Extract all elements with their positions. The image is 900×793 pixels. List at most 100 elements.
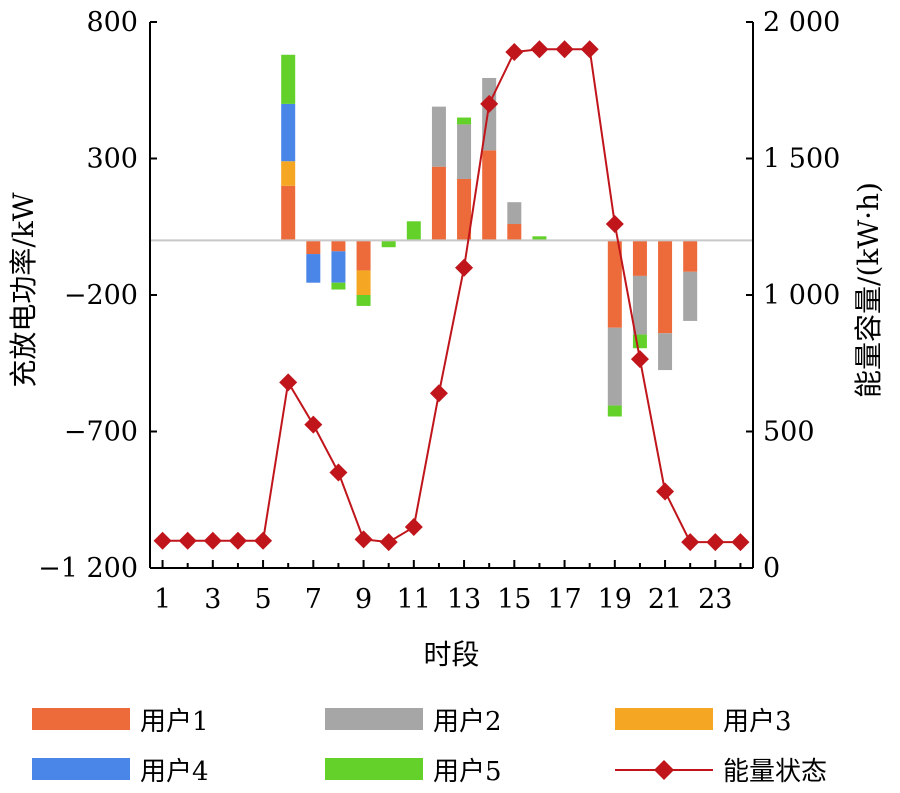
bar-user2-t19 — [607, 327, 622, 406]
bar-user5-t16 — [532, 236, 547, 241]
legend-user4: 用户4 — [32, 757, 209, 787]
bar-user4-t6 — [281, 103, 296, 162]
left-y-tick-label: −1 200 — [38, 553, 138, 584]
right-y-tick-label: 2 000 — [763, 7, 840, 38]
right-y-axis-title: 能量容量/(kW·h) — [852, 182, 885, 398]
x-tick-label: 23 — [698, 584, 732, 615]
legend-user2: 用户2 — [325, 707, 502, 737]
energy-marker-t5 — [254, 531, 273, 550]
legend-user3-label: 用户3 — [723, 707, 792, 737]
bar-user2-t13 — [457, 124, 472, 179]
legend-user4-swatch — [32, 758, 130, 780]
energy-marker-t4 — [228, 531, 247, 550]
bar-user1-t15 — [507, 224, 522, 241]
left-y-tick-label: −200 — [64, 280, 138, 311]
energy-marker-t8 — [329, 463, 348, 482]
bar-user1-t22 — [683, 240, 698, 272]
bar-user1-t13 — [457, 178, 472, 241]
energy-marker-t18 — [580, 40, 599, 59]
ticks-layer: 800 300 −200 −700 −1 200 2 000 1 500 1 000 500 0 1… — [38, 7, 840, 615]
legend-user2-label: 用户2 — [433, 707, 502, 737]
bar-user5-t10 — [381, 240, 396, 248]
x-tick-label: 7 — [305, 584, 322, 615]
x-tick-label: 5 — [254, 584, 271, 615]
energy-marker-t10 — [379, 533, 398, 552]
legend-user3: 用户3 — [615, 707, 792, 737]
x-tick-label: 19 — [598, 584, 632, 615]
energy-line-layer — [153, 40, 750, 552]
legend-user5-label: 用户5 — [433, 757, 502, 787]
bar-user2-t15 — [507, 202, 522, 225]
x-tick-label: 17 — [547, 584, 581, 615]
bars-layer — [281, 54, 698, 417]
bar-user4-t7 — [306, 254, 321, 283]
x-tick-label: 11 — [397, 584, 431, 615]
energy-marker-t20 — [630, 350, 649, 369]
energy-marker-t16 — [530, 40, 549, 59]
right-y-tick-label: 0 — [763, 553, 780, 584]
legend: 用户1 用户2 用户3 用户4 用户5 能量状态 — [32, 707, 827, 787]
bar-user5-t13 — [457, 117, 472, 125]
right-y-tick-label: 1 000 — [763, 280, 840, 311]
legend-energy-state-label: 能量状态 — [723, 757, 827, 787]
legend-user3-swatch — [615, 708, 713, 730]
energy-marker-t7 — [304, 415, 323, 434]
bar-user5-t19 — [607, 405, 622, 417]
legend-energy-state-swatch-marker — [654, 760, 674, 780]
energy-marker-t23 — [706, 533, 725, 552]
energy-marker-t2 — [178, 531, 197, 550]
energy-marker-t17 — [555, 40, 574, 59]
bar-user2-t20 — [632, 275, 647, 335]
bar-user2-t21 — [658, 333, 673, 371]
bar-user1-t14 — [482, 150, 497, 241]
legend-user4-label: 用户4 — [140, 757, 209, 787]
left-y-tick-label: 800 — [86, 7, 138, 38]
legend-user5: 用户5 — [325, 757, 502, 787]
bar-user3-t6 — [281, 161, 296, 186]
bar-user5-t8 — [331, 282, 346, 290]
bar-user1-t9 — [356, 240, 371, 271]
bar-user1-t8 — [331, 240, 346, 252]
right-y-tick-label: 500 — [763, 417, 815, 448]
bar-user5-t6 — [281, 54, 296, 104]
energy-marker-t1 — [153, 531, 172, 550]
energy-marker-t19 — [605, 215, 624, 234]
right-y-tick-label: 1 500 — [763, 144, 840, 175]
energy-marker-t22 — [681, 533, 700, 552]
x-tick-label: 13 — [447, 584, 481, 615]
bar-user3-t9 — [356, 270, 371, 295]
bar-user5-t9 — [356, 295, 371, 306]
bar-user1-t19 — [607, 240, 622, 328]
bar-user1-t7 — [306, 240, 321, 255]
bar-user5-t11 — [406, 221, 421, 241]
legend-user1-swatch — [32, 708, 130, 730]
legend-energy-state: 能量状态 — [615, 757, 827, 787]
energy-marker-t21 — [656, 482, 675, 501]
bar-user4-t8 — [331, 251, 346, 283]
energy-marker-t11 — [404, 518, 423, 537]
legend-user1-label: 用户1 — [140, 707, 209, 737]
energy-marker-t6 — [279, 373, 298, 392]
legend-user1: 用户1 — [32, 707, 209, 737]
bar-user1-t6 — [281, 185, 296, 241]
bar-user1-t20 — [632, 240, 647, 276]
x-tick-label: 9 — [355, 584, 372, 615]
energy-marker-t13 — [455, 258, 474, 277]
x-tick-label: 21 — [648, 584, 682, 615]
bar-user2-t22 — [683, 271, 698, 321]
x-tick-label: 3 — [204, 584, 221, 615]
x-axis-title: 时段 — [423, 638, 479, 671]
legend-user5-swatch — [325, 758, 423, 780]
energy-marker-t24 — [731, 533, 750, 552]
energy-marker-t12 — [429, 384, 448, 403]
bar-user1-t21 — [658, 240, 673, 334]
energy-marker-t15 — [505, 43, 524, 62]
legend-user2-swatch — [325, 708, 423, 730]
x-tick-label: 1 — [154, 584, 171, 615]
energy-marker-t3 — [203, 531, 222, 550]
left-y-axis-title: 充放电功率/kW — [7, 192, 40, 387]
bar-user1-t12 — [431, 166, 446, 241]
x-tick-label: 15 — [497, 584, 531, 615]
energy-marker-t9 — [354, 530, 373, 549]
